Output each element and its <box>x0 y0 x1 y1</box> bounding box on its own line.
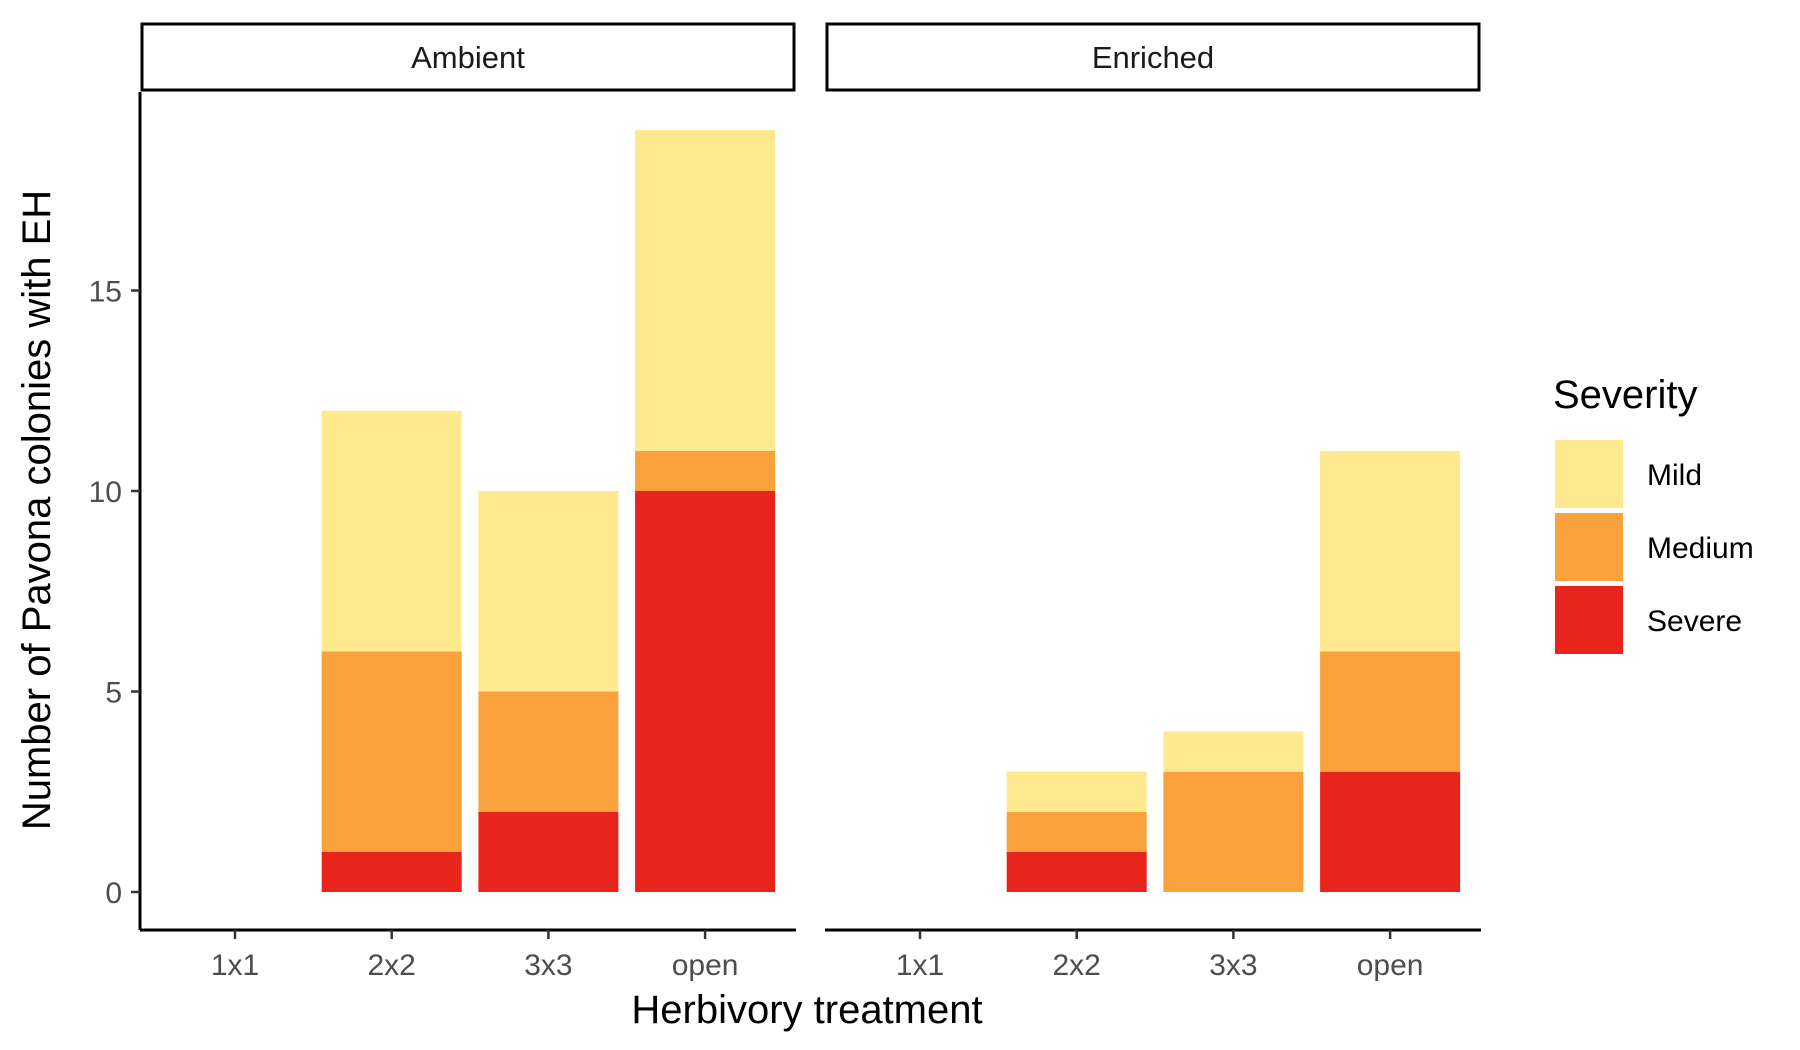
legend-label-mild: Mild <box>1647 459 1702 492</box>
x-tick-label: 2x2 <box>368 949 416 982</box>
bar-mild-2x2 <box>321 410 462 652</box>
y-tick-label: 0 <box>105 877 122 910</box>
bars <box>1006 450 1461 892</box>
y-tick-label: 15 <box>89 276 122 309</box>
strip-box <box>140 22 796 92</box>
bar-severe-open <box>635 491 776 892</box>
y-tick-label: 5 <box>105 677 122 710</box>
y-axis-title: Number of Pavona colonies with EH <box>15 190 59 830</box>
strip-box <box>825 22 1481 92</box>
x-tick-label: 3x3 <box>524 949 572 982</box>
x-tick-label: 3x3 <box>1209 949 1257 982</box>
x-tick-label: 1x1 <box>211 949 259 982</box>
x-tick-label: 2x2 <box>1053 949 1101 982</box>
x-axis-title: Herbivory treatment <box>631 988 982 1032</box>
legend-label-severe: Severe <box>1647 605 1742 638</box>
bar-medium-2x2 <box>321 651 462 852</box>
legend-swatch-medium <box>1555 513 1623 581</box>
panel-enriched: Enriched 1x1 2x2 3x3 open <box>825 22 1481 982</box>
x-tick-label: open <box>1357 949 1424 982</box>
bar-medium-open <box>635 450 776 491</box>
strip-label: Enriched <box>1092 40 1214 75</box>
legend-label-medium: Medium <box>1647 532 1754 565</box>
y-tick-label: 10 <box>89 476 122 509</box>
legend-swatch-mild <box>1555 440 1623 508</box>
legend-swatch-severe <box>1555 586 1623 654</box>
bar-medium-2x2 <box>1006 811 1147 852</box>
bar-mild-3x3 <box>478 491 619 692</box>
bar-medium-3x3 <box>478 691 619 812</box>
bar-severe-3x3 <box>478 811 619 892</box>
strip-label: Ambient <box>411 40 525 75</box>
bar-mild-3x3 <box>1163 731 1304 772</box>
bar-mild-open <box>635 130 776 451</box>
bar-severe-open <box>1320 771 1461 892</box>
bar-severe-2x2 <box>321 851 462 892</box>
bars <box>321 130 776 892</box>
panel-ambient: Ambient 1x1 2x2 3x3 open 0 5 10 15 <box>89 22 796 982</box>
x-tick-label: 1x1 <box>896 949 944 982</box>
bar-medium-3x3 <box>1163 771 1304 892</box>
legend: Severity Mild Medium Severe <box>1553 373 1754 654</box>
x-tick-label: open <box>672 949 739 982</box>
legend-title: Severity <box>1553 373 1698 417</box>
bar-mild-open <box>1320 450 1461 652</box>
bar-severe-2x2 <box>1006 851 1147 892</box>
panels: Ambient 1x1 2x2 3x3 open 0 5 10 15 Enriched 1x1 2x2… <box>89 22 1481 982</box>
bar-mild-2x2 <box>1006 771 1147 812</box>
bar-medium-open <box>1320 651 1461 772</box>
